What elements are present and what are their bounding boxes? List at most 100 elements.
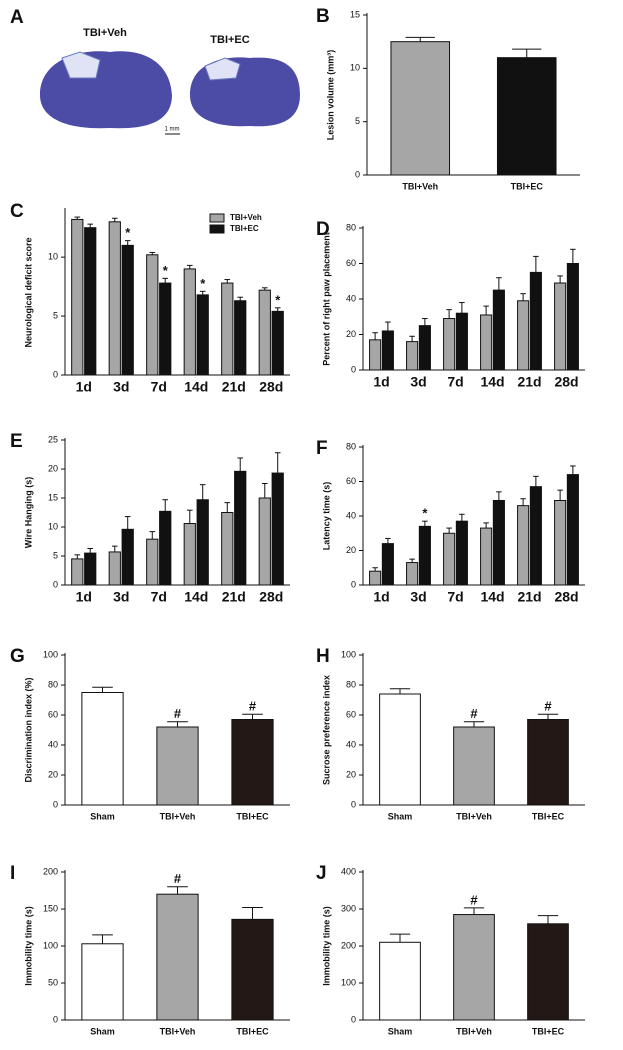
bar	[234, 300, 247, 376]
significance-label: #	[174, 871, 182, 886]
panel-letter: I	[10, 863, 15, 884]
x-tick-label: Sham	[388, 811, 413, 821]
bar	[554, 499, 567, 586]
bar	[146, 538, 159, 586]
bar	[443, 318, 456, 371]
bar	[379, 693, 421, 806]
significance-label: *	[163, 263, 169, 278]
bar	[121, 528, 134, 586]
bar	[453, 726, 495, 806]
bar	[480, 527, 493, 586]
x-tick-label: Sham	[90, 1026, 115, 1036]
x-tick-label: Sham	[388, 1026, 413, 1036]
y-tick-label: 10	[48, 521, 58, 531]
panel-letter: A	[10, 7, 24, 28]
bar	[108, 221, 121, 376]
bar	[369, 339, 382, 371]
significance-label: #	[174, 706, 182, 721]
bar	[159, 510, 172, 586]
y-tick-label: 80	[346, 679, 356, 689]
x-tick-label: TBI+Veh	[160, 1026, 196, 1036]
bar	[455, 520, 468, 586]
y-tick-label: 0	[53, 369, 58, 379]
x-tick-label: 21d	[222, 379, 246, 395]
y-tick-label: 10	[48, 252, 58, 262]
x-tick-label: 7d	[151, 379, 167, 395]
bar	[84, 227, 97, 376]
y-tick-label: 5	[53, 550, 58, 560]
bar	[231, 719, 274, 806]
y-tick-label: 100	[341, 977, 356, 987]
panel-letter: J	[316, 863, 327, 884]
x-tick-label: 3d	[113, 379, 129, 395]
significance-label: #	[470, 892, 478, 907]
x-tick-label: TBI+EC	[532, 1026, 565, 1036]
y-tick-label: 15	[48, 492, 58, 502]
bar	[271, 472, 284, 586]
bar	[258, 497, 271, 586]
significance-label: *	[200, 276, 206, 291]
bar	[156, 726, 199, 806]
x-tick-label: TBI+EC	[236, 1026, 269, 1036]
bar	[406, 341, 419, 371]
bar	[492, 289, 505, 371]
bar	[517, 300, 530, 371]
bar	[480, 314, 493, 371]
y-tick-label: 80	[346, 441, 356, 451]
panel-letter: C	[10, 201, 24, 222]
significance-label: *	[422, 506, 428, 521]
y-tick-label: 100	[43, 940, 58, 950]
x-tick-label: 7d	[447, 374, 463, 390]
x-tick-label: TBI+EC	[532, 811, 565, 821]
panel-letter: D	[316, 219, 330, 240]
y-axis-label: Discrimination index (%)	[23, 677, 33, 782]
y-axis-label: Immobility time (s)	[23, 906, 33, 986]
y-tick-label: 200	[341, 940, 356, 950]
y-tick-label: 10	[350, 63, 360, 73]
y-tick-label: 0	[351, 364, 356, 374]
bar	[258, 289, 271, 376]
bar	[527, 719, 569, 806]
bar	[369, 570, 382, 586]
significance-label: *	[125, 225, 131, 240]
scale-label: 1 mm	[165, 127, 180, 133]
bar	[379, 941, 421, 1021]
x-tick-label: 1d	[373, 374, 389, 390]
x-tick-label: 1d	[76, 589, 92, 605]
panel-letter: E	[10, 431, 23, 452]
y-tick-label: 20	[48, 463, 58, 473]
y-tick-label: 200	[43, 866, 58, 876]
bar	[554, 282, 567, 371]
x-tick-label: 28d	[554, 589, 578, 605]
panel-letter: G	[10, 646, 25, 667]
x-tick-label: 3d	[410, 374, 426, 390]
bar	[517, 505, 530, 586]
bar	[390, 41, 451, 176]
bar	[271, 310, 284, 376]
y-tick-label: 60	[346, 258, 356, 268]
bar	[221, 282, 234, 376]
y-tick-label: 60	[48, 709, 58, 719]
y-tick-label: 0	[351, 799, 356, 809]
y-tick-label: 5	[53, 310, 58, 320]
x-tick-label: 3d	[410, 589, 426, 605]
bar	[455, 312, 468, 371]
bar	[453, 914, 495, 1021]
bar	[146, 254, 159, 376]
y-axis-label: Wire Hanging (s)	[23, 477, 33, 548]
y-tick-label: 25	[48, 434, 58, 444]
bar	[381, 543, 394, 586]
x-tick-label: 14d	[184, 379, 208, 395]
bar	[84, 552, 97, 586]
bar	[108, 551, 121, 586]
bar	[566, 474, 579, 586]
x-tick-label: 7d	[447, 589, 463, 605]
image-label: TBI+EC	[210, 34, 249, 46]
y-axis-label: Sucrose preference index	[321, 675, 331, 785]
y-tick-label: 80	[346, 222, 356, 232]
significance-label: *	[275, 292, 281, 307]
bar	[492, 499, 505, 586]
bar	[529, 271, 542, 371]
y-tick-label: 0	[351, 579, 356, 589]
x-tick-label: TBI+Veh	[160, 811, 196, 821]
